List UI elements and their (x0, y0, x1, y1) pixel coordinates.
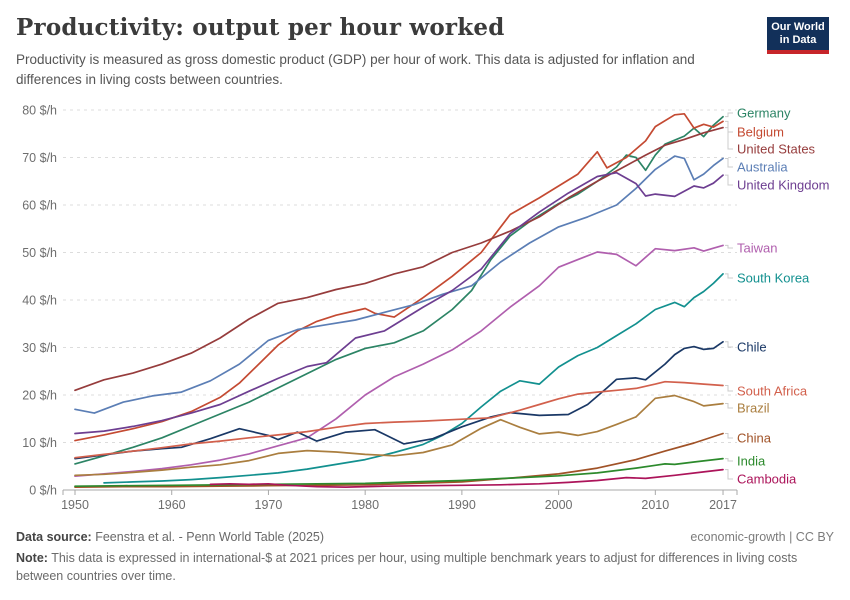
legend-label-australia[interactable]: Australia (737, 160, 788, 175)
x-axis-label-1970: 1970 (255, 498, 283, 512)
series-line-united-kingdom[interactable] (74, 171, 724, 435)
x-axis-label-2000: 2000 (545, 498, 573, 512)
data-source: Data source: Feenstra et al. - Penn Worl… (16, 530, 324, 544)
y-axis-label-30: 30 $/h (22, 341, 57, 355)
y-axis-label-0: 0 $/h (29, 484, 57, 498)
chart-header: Productivity: output per hour worked Pro… (0, 0, 850, 89)
legend-label-belgium[interactable]: Belgium (737, 125, 784, 140)
legend-connector-cambodia (725, 469, 733, 480)
legend-label-cambodia[interactable]: Cambodia (737, 472, 797, 487)
legend-label-south-korea[interactable]: South Korea (737, 271, 810, 286)
y-axis-label-20: 20 $/h (22, 389, 57, 403)
legend-label-south-africa[interactable]: South Africa (737, 384, 808, 399)
series-line-brazil[interactable] (74, 394, 724, 477)
y-axis-label-50: 50 $/h (22, 246, 57, 260)
page-title: Productivity: output per hour worked (16, 14, 505, 41)
x-axis-label-2010: 2010 (641, 498, 669, 512)
legend-connector-united-states (725, 127, 733, 150)
x-axis-label-1990: 1990 (448, 498, 476, 512)
data-source-text: Feenstra et al. - Penn World Table (2025… (95, 530, 325, 544)
legend-connector-south-africa (725, 385, 733, 392)
legend-label-brazil[interactable]: Brazil (737, 401, 770, 416)
legend-label-india[interactable]: India (737, 454, 766, 469)
legend-connector-brazil (725, 403, 733, 409)
x-axis-label-2017: 2017 (709, 498, 737, 512)
legend-connector-india (725, 458, 733, 462)
series-line-south-africa[interactable] (74, 380, 724, 459)
legend-connector-germany (725, 112, 733, 118)
series-line-south-korea[interactable] (103, 273, 724, 484)
y-axis-label-60: 60 $/h (22, 199, 57, 213)
legend-label-united-kingdom[interactable]: United Kingdom (737, 178, 830, 193)
productivity-line-chart: 0 $/h 10 $/h 20 $/h 30 $/h 40 $/h 50 $/h 60 $/… (22, 104, 830, 513)
legend-connector-taiwan (725, 244, 733, 249)
series-line-belgium[interactable] (74, 112, 724, 442)
legend-label-taiwan[interactable]: Taiwan (737, 241, 777, 256)
note-text: This data is expressed in international-… (16, 551, 798, 583)
legend-connector-australia (725, 157, 733, 168)
data-source-label: Data source: (16, 530, 92, 544)
y-axis-label-10: 10 $/h (22, 436, 57, 450)
x-axis-label-1950: 1950 (61, 498, 89, 512)
legend-label-chile[interactable]: Chile (737, 340, 767, 355)
legend-connector-belgium (725, 120, 733, 133)
x-axis-label-1960: 1960 (158, 498, 186, 512)
series-line-germany[interactable] (74, 115, 724, 465)
y-axis-label-70: 70 $/h (22, 151, 57, 165)
series-line-united-states[interactable] (74, 126, 724, 392)
chart-subtitle: Productivity is measured as gross domest… (16, 52, 695, 87)
source-row: Data source: Feenstra et al. - Penn Worl… (16, 530, 834, 544)
chart-note: Note: This data is expressed in internat… (16, 550, 834, 585)
legend-label-united-states[interactable]: United States (737, 142, 816, 157)
note-label: Note: (16, 551, 48, 565)
series-line-australia[interactable] (74, 155, 724, 414)
license-link[interactable]: economic-growth | CC BY (690, 530, 834, 544)
legend-connector-south-korea (725, 273, 733, 279)
owid-logo-line1: Our World (771, 21, 825, 33)
series-line-india[interactable] (74, 457, 724, 488)
legend-label-china[interactable]: China (737, 431, 772, 446)
legend-connector-chile (725, 341, 733, 348)
series-line-chile[interactable] (74, 340, 724, 460)
series-line-cambodia[interactable] (209, 468, 724, 488)
x-axis-label-1980: 1980 (351, 498, 379, 512)
owid-logo[interactable]: Our World in Data (767, 17, 829, 54)
y-axis-label-40: 40 $/h (22, 294, 57, 308)
legend-label-germany[interactable]: Germany (737, 106, 791, 121)
series-line-taiwan[interactable] (74, 244, 724, 478)
chart-footer: Data source: Feenstra et al. - Penn Worl… (16, 530, 834, 585)
y-axis-label-80: 80 $/h (22, 104, 57, 118)
series-line-china[interactable] (74, 432, 724, 488)
legend-connector-united-kingdom (725, 174, 733, 186)
legend-connector-china (725, 432, 733, 439)
owid-logo-line2: in Data (779, 34, 817, 46)
